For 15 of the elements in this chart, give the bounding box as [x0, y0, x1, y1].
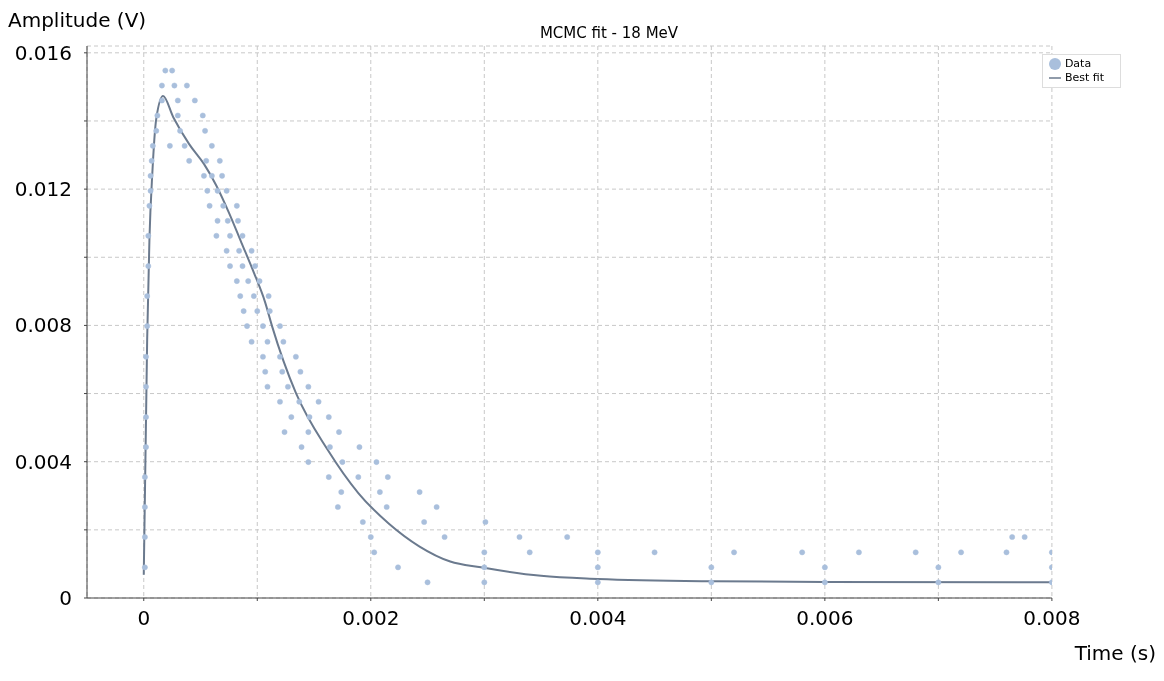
- legend-label: Data: [1064, 57, 1092, 70]
- chart-title: MCMC fit - 18 MeV: [539, 24, 679, 42]
- x-axis-title: Time (s): [1074, 641, 1156, 665]
- y-tick-label: 0.016: [14, 40, 72, 65]
- legend-label: Best fit: [1064, 71, 1104, 84]
- y-tick-label: 0.004: [14, 449, 72, 474]
- x-tick-label: 0.004: [569, 606, 627, 630]
- y-axis-title: Amplitude (V): [8, 8, 147, 32]
- y-tick-label: 0.008: [14, 313, 72, 338]
- x-tick-label: 0.006: [796, 606, 854, 630]
- y-tick-label: 0.012: [14, 177, 72, 202]
- x-tick-label: 0.008: [1023, 606, 1081, 630]
- y-tick-label: 0: [59, 586, 72, 610]
- x-tick-label: 0: [137, 606, 151, 630]
- x-tick-label: 0.002: [342, 606, 400, 630]
